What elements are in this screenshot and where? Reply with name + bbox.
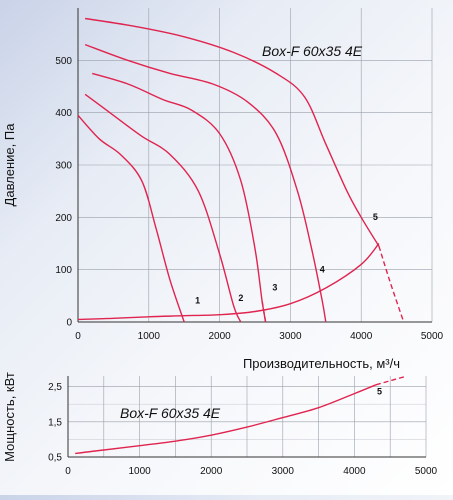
y-tick-label: 200 <box>55 213 72 224</box>
series-line-3 <box>91 72 267 323</box>
x-tick-label: 2000 <box>208 331 231 342</box>
x-tick-label: 1000 <box>128 466 151 477</box>
y-tick-label: 100 <box>55 265 72 276</box>
x-tick-label: 5000 <box>415 466 438 477</box>
system-curve-line <box>77 243 380 321</box>
power-chart: 0,5 1,5 2,5 0 1000 2000 3000 4000 5000 Мощность, … <box>2 372 438 477</box>
curve-number-label: 5 <box>373 212 378 222</box>
dashed-extension-line <box>261 300 267 323</box>
dashed-extension-line <box>378 245 405 323</box>
x-tick-label: 0 <box>75 331 81 342</box>
y-axis-label: Мощность, кВт <box>2 372 17 462</box>
y-tick-label: 500 <box>55 56 72 67</box>
y-tick-label: 0 <box>66 318 72 329</box>
x-tick-label: 4000 <box>350 331 373 342</box>
x-tick-label: 2000 <box>200 466 223 477</box>
y-tick-label: 0,5 <box>48 453 62 464</box>
dashed-extension-line <box>375 376 405 386</box>
y-tick-label: 300 <box>55 161 72 172</box>
series-line-2 <box>84 93 242 323</box>
curve-number-label: 3 <box>272 283 277 293</box>
y-axis-label: Давление, Па <box>2 123 17 207</box>
x-axis-label: Производительность, м³/ч <box>243 356 400 371</box>
x-tick-label: 4000 <box>343 466 366 477</box>
y-tick-label: 2,5 <box>48 382 62 393</box>
x-tick-label: 3000 <box>279 331 302 342</box>
series-line-4 <box>84 43 327 323</box>
x-tick-label: 3000 <box>272 466 295 477</box>
curve-number-label: 4 <box>320 264 325 274</box>
y-tick-label: 1,5 <box>48 417 62 428</box>
x-tick-label: 0 <box>65 466 71 477</box>
x-tick-label: 5000 <box>421 331 444 342</box>
x-tick-label: 1000 <box>138 331 161 342</box>
curve-number-label: 1 <box>195 296 200 306</box>
model-label: Box-F 60x35 4E <box>262 43 363 59</box>
y-tick-label: 400 <box>55 108 72 119</box>
series-line-5 <box>75 384 377 455</box>
curve-number-label: 5 <box>377 386 382 396</box>
series-line-5 <box>84 17 380 247</box>
curve-number-label: 2 <box>238 293 243 303</box>
series-line-1 <box>77 114 185 323</box>
model-label: Box-F 60x35 4E <box>120 405 221 421</box>
